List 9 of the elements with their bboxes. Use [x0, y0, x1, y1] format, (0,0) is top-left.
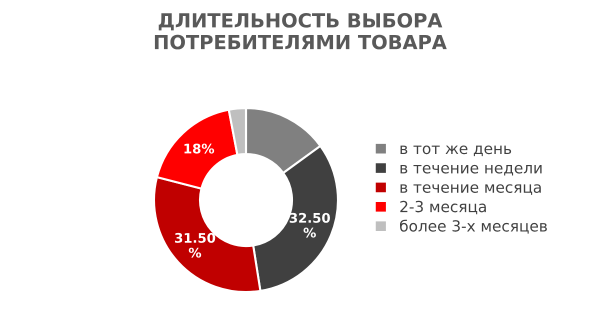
legend-label: более 3-х месяцев [400, 220, 547, 234]
data-label: 32.50 % [290, 212, 330, 238]
legend-label: в течение месяца [400, 184, 541, 195]
legend-label: в тот же день [400, 145, 512, 156]
data-label: 31.50 % [174, 232, 216, 258]
legend-label: в течение недели [400, 164, 542, 176]
data-label: 18% [184, 144, 214, 154]
legend-label: 2-3 месяца [400, 200, 486, 214]
chart-title: ДЛИТЕЛЬНОСТЬ ВЫБОРА ПОТРЕБИТЕЛЯМИ ТОВАРА [154, 12, 447, 50]
